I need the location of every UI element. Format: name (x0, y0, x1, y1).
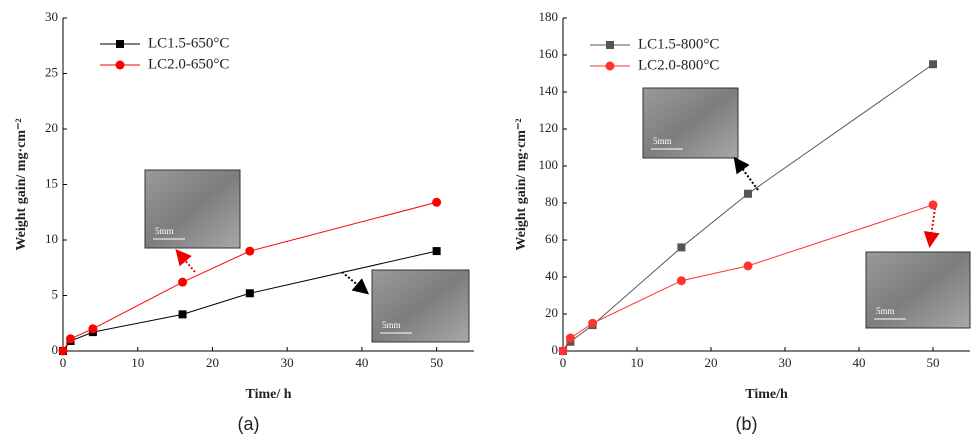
x-tick-label: 40 (853, 355, 866, 370)
panel-label: (b) (736, 414, 758, 434)
y-tick-label: 0 (52, 342, 59, 357)
y-tick-label: 120 (539, 120, 559, 135)
y-axis-label: Weight gain/ mg·cm⁻² (514, 118, 529, 250)
scale-label: 5mm (876, 306, 895, 316)
data-point (178, 277, 188, 287)
data-point (565, 333, 575, 343)
data-point (58, 346, 68, 356)
x-axis-label: Time/ h (245, 387, 291, 402)
data-point (677, 243, 686, 252)
legend-label: LC1.5-650°C (148, 35, 229, 51)
legend-marker (116, 40, 124, 48)
y-tick-label: 180 (539, 9, 559, 24)
y-tick-label: 25 (45, 64, 58, 79)
legend-marker (605, 61, 615, 71)
panel-label: (a) (238, 414, 260, 434)
data-point (65, 334, 75, 344)
scale-label: 5mm (653, 136, 672, 146)
x-tick-label: 10 (631, 355, 644, 370)
x-axis-label: Time/h (745, 387, 788, 402)
y-tick-label: 30 (45, 9, 58, 24)
y-tick-label: 20 (545, 305, 558, 320)
x-tick-label: 30 (779, 355, 792, 370)
data-point (88, 324, 98, 334)
inset-arrow (341, 271, 370, 295)
x-tick-label: 20 (206, 355, 219, 370)
x-tick-label: 0 (560, 355, 567, 370)
scale-label: 5mm (382, 320, 401, 330)
y-tick-label: 10 (45, 231, 58, 246)
data-point (676, 276, 686, 286)
x-tick-label: 0 (60, 355, 67, 370)
x-tick-label: 50 (927, 355, 940, 370)
legend-label: LC2.0-800°C (638, 57, 719, 73)
inset-arrow (733, 156, 759, 191)
inset-image (371, 269, 470, 343)
y-tick-label: 15 (45, 175, 58, 190)
data-point (432, 247, 441, 256)
inset-arrow (175, 248, 196, 273)
legend-label: LC2.0-650°C (148, 56, 229, 72)
data-point (928, 200, 938, 210)
x-tick-label: 40 (355, 355, 368, 370)
y-tick-label: 60 (545, 231, 558, 246)
y-tick-label: 20 (45, 120, 58, 135)
data-point (929, 60, 937, 69)
y-tick-label: 160 (539, 46, 559, 61)
y-axis-label: Weight gain/ mg·cm⁻² (14, 118, 29, 250)
y-tick-label: 40 (545, 268, 558, 283)
data-point (558, 346, 568, 356)
inset-image (144, 169, 241, 249)
data-point (588, 318, 598, 328)
y-tick-label: 100 (539, 157, 559, 172)
y-tick-label: 0 (552, 342, 559, 357)
inset-arrow (923, 207, 940, 248)
data-point (744, 189, 752, 198)
data-point (743, 261, 753, 271)
x-tick-label: 50 (430, 355, 443, 370)
x-tick-label: 10 (131, 355, 144, 370)
legend-label: LC1.5-800°C (638, 36, 719, 52)
scale-label: 5mm (155, 226, 174, 236)
y-tick-label: 5 (52, 286, 59, 301)
data-point (245, 289, 254, 298)
legend-marker (606, 41, 614, 49)
inset-image (642, 87, 739, 159)
data-point (178, 310, 187, 319)
inset-image (865, 251, 971, 329)
x-tick-label: 30 (281, 355, 294, 370)
legend-marker (115, 60, 125, 70)
x-tick-label: 20 (705, 355, 718, 370)
data-point (245, 246, 255, 256)
y-tick-label: 80 (545, 194, 558, 209)
y-tick-label: 140 (539, 83, 559, 98)
data-point (432, 197, 442, 207)
